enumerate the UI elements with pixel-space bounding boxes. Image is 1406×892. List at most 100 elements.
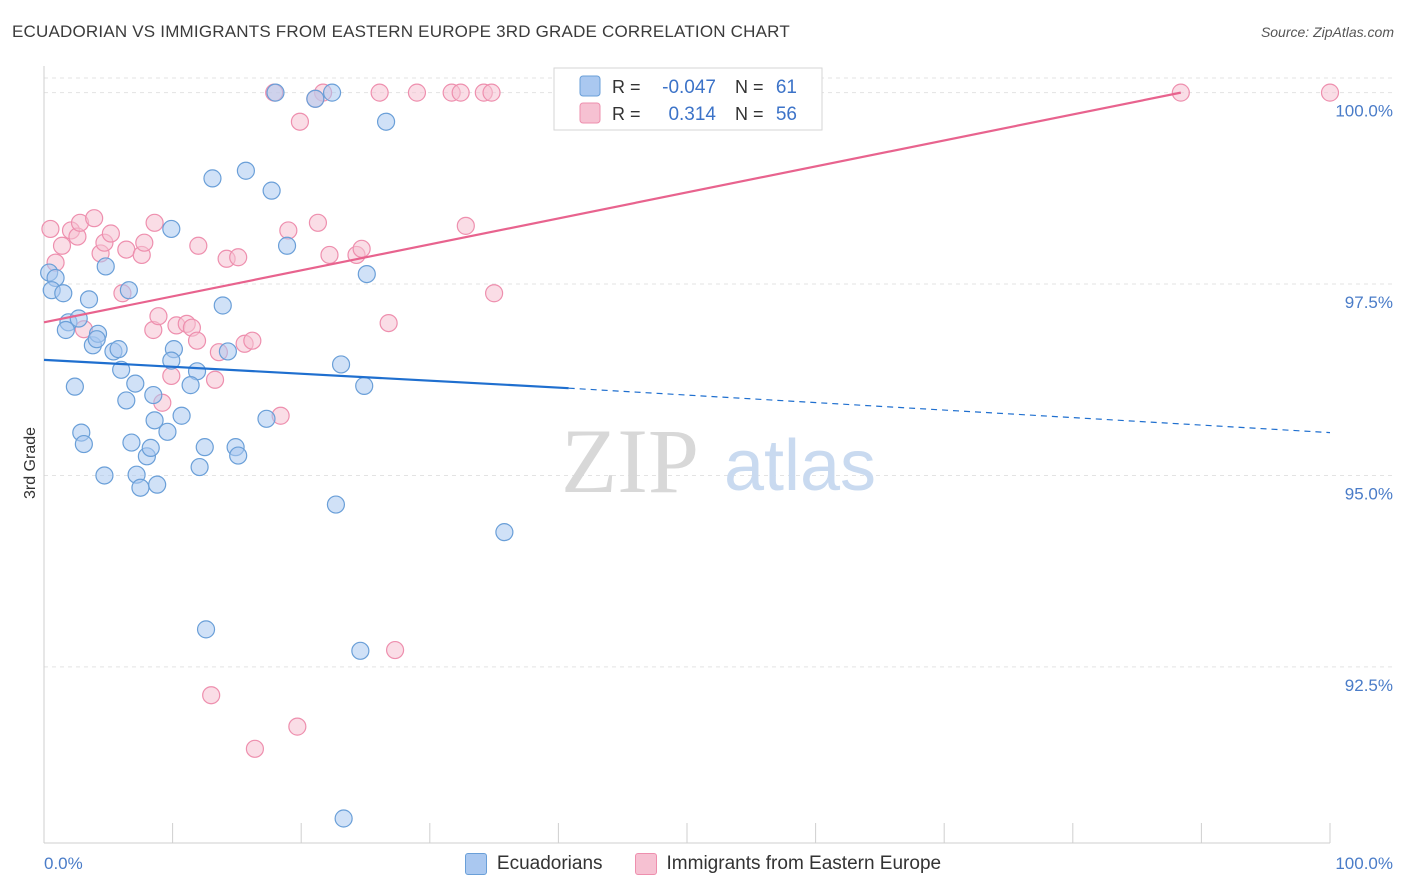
blue-point-39 (190, 457, 209, 477)
blue-point-42 (257, 409, 276, 428)
legend-label-ecuadorians: Ecuadorians (496, 853, 603, 874)
blue-point-14 (109, 340, 128, 359)
y-tick-label-1: 97.5% (1345, 293, 1393, 312)
blue-point-59 (376, 112, 396, 131)
blue-point-49 (334, 809, 353, 828)
blue-point-3 (54, 284, 73, 303)
blue-point-23 (181, 376, 200, 395)
pink-point-12 (135, 233, 154, 252)
pink-point-33 (243, 331, 262, 350)
pink-point-50 (451, 83, 470, 102)
blue-point-8 (56, 320, 75, 340)
blue-point-47 (495, 523, 514, 542)
blue-point-37 (172, 406, 191, 425)
blue-point-32 (148, 475, 167, 494)
pink-point-41 (245, 739, 265, 758)
pink-point-37 (205, 370, 225, 389)
blue-point-15 (213, 296, 232, 315)
pink-point-43 (385, 640, 405, 660)
blue-point-21 (162, 351, 181, 370)
blue-point-16 (218, 342, 237, 361)
pink-point-47 (370, 83, 389, 102)
stats-blue-n-value: 61 (776, 77, 797, 98)
stats-legend: R = -0.047 N = 61 R = 0.314 N = 56 (553, 67, 823, 131)
blue-point-38 (195, 438, 214, 457)
pink-point-48 (407, 83, 427, 102)
source-label: Source: ZipAtlas.com (1260, 24, 1394, 40)
pink-point-36 (162, 366, 181, 386)
pink-series-points (41, 83, 1340, 758)
blue-point-52 (236, 161, 256, 180)
blue-point-41 (229, 446, 248, 465)
y-axis-label: 3rd Grade (22, 427, 39, 499)
pink-point-23 (485, 284, 504, 303)
pink-point-19 (320, 245, 339, 265)
blue-trend-line (43, 358, 569, 390)
pink-point-45 (290, 112, 310, 131)
blue-point-45 (196, 620, 216, 639)
blue-point-50 (162, 219, 181, 239)
blue-point-51 (203, 169, 222, 188)
pink-point-13 (145, 213, 164, 232)
blue-point-53 (262, 181, 281, 200)
blue-point-30 (122, 433, 141, 452)
blue-point-6 (119, 281, 138, 300)
watermark-zip: ZIP (561, 410, 699, 512)
pink-point-17 (279, 221, 298, 240)
y-tick-label-0: 100.0% (1335, 102, 1393, 121)
pink-trend-line (43, 91, 1182, 324)
y-tick-label-3: 92.5% (1345, 676, 1393, 695)
y-tick-labels: 100.0% 97.5% 95.0% 92.5% (1335, 102, 1393, 695)
blue-point-12 (87, 330, 106, 349)
y-tick-label-2: 95.0% (1345, 484, 1393, 503)
stats-pink-r-value: 0.314 (668, 104, 716, 125)
stats-blue-n-label: N = (735, 77, 764, 97)
pink-point-10 (117, 240, 136, 259)
blue-point-9 (69, 309, 88, 328)
pink-point-22 (456, 216, 475, 235)
watermark: ZIP atlas (561, 410, 876, 512)
stats-pink-n-label: N = (735, 104, 764, 124)
pink-point-6 (85, 209, 104, 228)
blue-point-57 (306, 89, 325, 108)
pink-point-21 (352, 239, 371, 258)
legend-label-eastern-europe: Immigrants from Eastern Europe (666, 853, 942, 874)
legend-item-ecuadorians: Ecuadorians (464, 853, 603, 875)
pink-point-18 (308, 213, 328, 232)
blue-point-28 (74, 434, 93, 454)
blue-point-46 (326, 495, 346, 514)
pink-point-34 (379, 313, 398, 333)
blue-point-58 (322, 83, 342, 102)
blue-point-54 (277, 236, 297, 255)
blue-point-29 (95, 466, 114, 485)
blue-point-19 (112, 360, 131, 379)
legend-swatch-blue (464, 853, 487, 875)
blue-point-55 (357, 264, 376, 284)
blue-point-35 (158, 422, 177, 441)
x-tick-left: 0.0% (44, 854, 83, 873)
legend-item-eastern-europe: Immigrants from Eastern Europe (634, 853, 942, 875)
blue-point-36 (145, 411, 164, 430)
pink-point-54 (1320, 83, 1340, 102)
stats-blue-swatch (579, 75, 601, 97)
pink-point-9 (101, 224, 120, 243)
blue-point-4 (79, 290, 99, 309)
stats-pink-swatch (579, 102, 601, 124)
blue-point-5 (96, 257, 115, 276)
pink-point-52 (482, 83, 501, 102)
pink-point-26 (149, 307, 168, 326)
blue-point-24 (117, 391, 136, 410)
chart-title: ECUADORIAN VS IMMIGRANTS FROM EASTERN EU… (12, 22, 790, 41)
trend-lines (43, 91, 1331, 434)
bottom-legend: Ecuadorians Immigrants from Eastern Euro… (0, 853, 1406, 875)
blue-series-points (40, 83, 514, 828)
blue-point-43 (355, 376, 374, 395)
pink-point-42 (288, 717, 307, 736)
x-tick-right: 100.0% (1335, 854, 1393, 873)
legend-swatch-pink (634, 853, 657, 875)
blue-point-34 (141, 438, 160, 458)
axes (43, 66, 1331, 844)
pink-point-16 (229, 248, 248, 267)
blue-point-44 (331, 355, 351, 374)
